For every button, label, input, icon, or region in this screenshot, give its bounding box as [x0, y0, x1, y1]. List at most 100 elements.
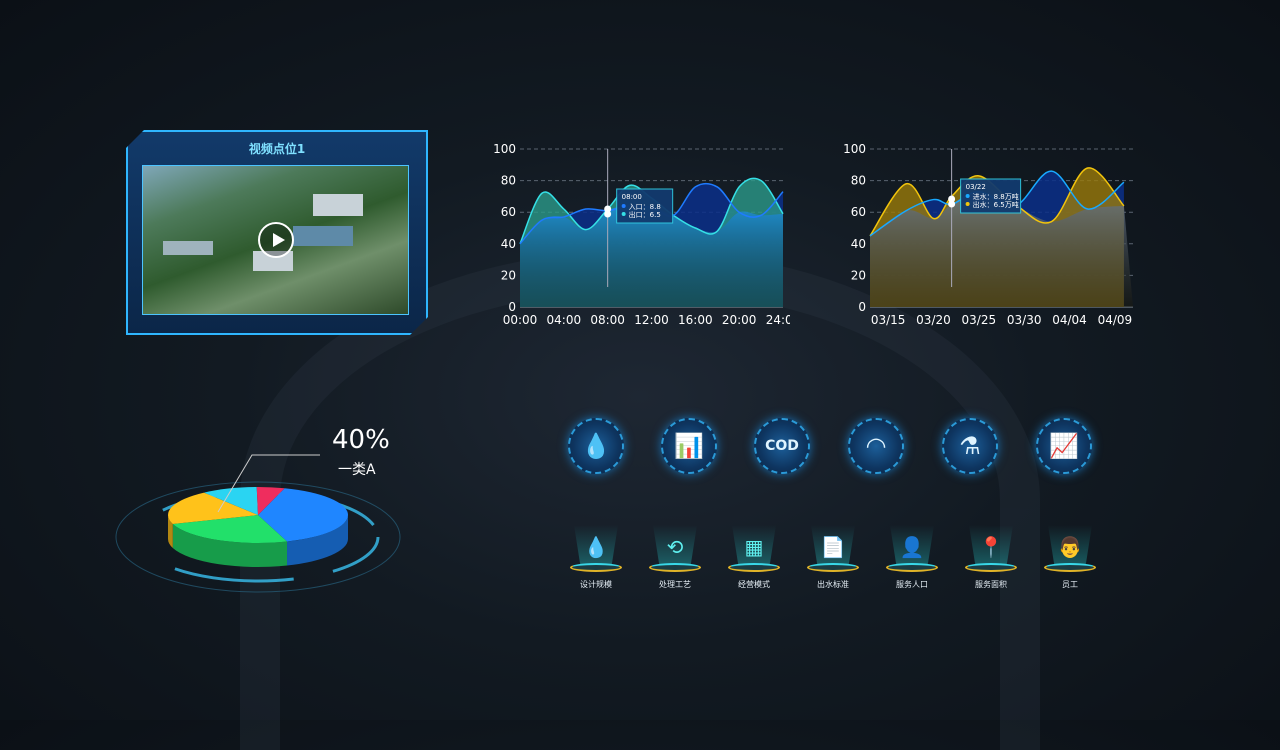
video-panel-border — [126, 130, 428, 335]
pedestal — [1044, 563, 1096, 572]
menu-item[interactable]: 📄 出水标准 — [803, 525, 863, 595]
pie-slice-side — [287, 515, 348, 566]
tooltip-marker — [965, 202, 970, 206]
tooltip-row: 出水：6.5万吨 — [973, 200, 1019, 209]
x-tick-label: 24:00 — [766, 313, 790, 327]
tooltip-marker — [965, 194, 970, 198]
tooltip-box — [616, 188, 674, 224]
y-tick-label: 40 — [501, 237, 516, 251]
x-tick-label: 00:00 — [503, 313, 538, 327]
light-beam — [890, 525, 934, 567]
x-tick-label: 20:00 — [722, 313, 757, 327]
pie-slice — [172, 515, 288, 543]
common-area — [870, 191, 1133, 307]
common-area — [520, 205, 783, 307]
light-beam — [653, 525, 697, 567]
x-tick-label: 03/25 — [962, 313, 997, 327]
y-tick-label: 80 — [501, 174, 516, 188]
y-tick-label: 20 — [501, 268, 516, 282]
x-tick-label: 03/30 — [1007, 313, 1042, 327]
light-beam — [574, 525, 618, 567]
pie-chart-3d — [115, 454, 401, 593]
indicator-button[interactable]: ◠ — [848, 418, 904, 474]
y-tick-label: 80 — [851, 174, 866, 188]
tooltip-row: 进水：8.8万吨 — [973, 192, 1019, 201]
light-beam — [811, 525, 855, 567]
pie-label-name: 一类A — [338, 462, 376, 478]
menu-item[interactable]: 📍 服务面积 — [961, 525, 1021, 595]
x-tick-label: 12:00 — [634, 313, 669, 327]
pedestal — [570, 563, 622, 572]
water-drop-icon: 💧 — [581, 432, 611, 460]
pedestal — [886, 563, 938, 572]
y-tick-label: 40 — [851, 237, 866, 251]
menu-item[interactable]: ⟲ 处理工艺 — [645, 525, 705, 595]
pie-label-percent: 40% — [332, 425, 390, 455]
tooltip-marker — [621, 204, 626, 208]
document-icon: 📄 — [820, 535, 846, 559]
person-icon: 👤 — [899, 535, 925, 559]
flask-icon: ⚗ — [959, 432, 981, 460]
x-tick-label: 03/20 — [916, 313, 951, 327]
y-tick-label: 0 — [508, 300, 516, 314]
pie-slice-side — [168, 515, 173, 549]
pedestal — [807, 563, 859, 572]
area-chart-icon: 📈 — [1049, 432, 1079, 460]
tooltip-point — [604, 205, 612, 213]
menu-item[interactable]: 💧 设计规模 — [566, 525, 626, 595]
x-tick-label: 08:00 — [590, 313, 625, 327]
pie-slice — [256, 487, 285, 515]
light-beam — [969, 525, 1013, 567]
water-drop-icon: 💧 — [583, 535, 609, 559]
cycle-icon: ⟲ — [666, 535, 684, 559]
tooltip-row: 出口：6.5 — [629, 210, 661, 219]
pie-ring — [115, 481, 401, 593]
menu-item[interactable]: 👨 员工 — [1040, 525, 1100, 595]
x-tick-label: 04:00 — [547, 313, 582, 327]
menu-item-label: 服务人口 — [896, 580, 928, 589]
x-tick-label: 16:00 — [678, 313, 713, 327]
tooltip-marker — [621, 212, 626, 216]
menu-item-label: 出水标准 — [817, 580, 849, 589]
bar-chart-icon: 📊 — [674, 432, 704, 460]
tooltip-box — [960, 178, 1022, 214]
indicator-button[interactable]: 💧 — [568, 418, 624, 474]
play-button[interactable] — [258, 222, 294, 258]
tooltip-title: 03/22 — [966, 183, 986, 191]
pie-ring — [136, 491, 380, 583]
tooltip-point — [948, 200, 956, 208]
pie-slice — [258, 488, 348, 542]
pie-slice — [204, 487, 258, 515]
x-tick-label: 04/04 — [1052, 313, 1087, 327]
menu-item[interactable]: 👤 服务人口 — [882, 525, 942, 595]
pedestal — [649, 563, 701, 572]
indicator-button[interactable]: 📈 — [1036, 418, 1092, 474]
chart-inlet-outlet-daily: 0 20 40 60 80 100 00:00 04:00 08:00 12:00 16:00 20:… — [493, 142, 790, 327]
light-beam — [1048, 525, 1092, 567]
y-tick-label: 0 — [858, 300, 866, 314]
tooltip-point — [604, 210, 612, 218]
tooltip-point — [948, 195, 956, 203]
x-tick-label: 04/09 — [1098, 313, 1133, 327]
y-tick-label: 20 — [851, 268, 866, 282]
y-tick-label: 60 — [501, 205, 516, 219]
indicator-button[interactable]: COD — [754, 418, 810, 474]
gauge-icon: ◠ — [865, 432, 887, 460]
menu-item[interactable]: ▦ 经营模式 — [724, 525, 784, 595]
grid-icon: ▦ — [744, 535, 764, 559]
x-tick-label: 03/15 — [871, 313, 906, 327]
menu-item-label: 经营模式 — [738, 580, 770, 589]
light-beam — [732, 525, 776, 567]
menu-item-label: 设计规模 — [580, 580, 612, 589]
pie-leader-line — [217, 454, 320, 513]
pie-slice-side — [172, 524, 288, 567]
y-tick-label: 100 — [843, 142, 866, 156]
indicator-button[interactable]: ⚗ — [942, 418, 998, 474]
indicator-button[interactable]: 📊 — [661, 418, 717, 474]
menu-item-label: 服务面积 — [975, 580, 1007, 589]
tooltip-title: 08:00 — [622, 193, 642, 201]
menu-item-label: 处理工艺 — [659, 580, 691, 589]
staff-icon: 👨 — [1057, 535, 1083, 559]
cod-icon: COD — [765, 438, 799, 454]
tooltip-row: 入口：8.8 — [629, 203, 661, 211]
